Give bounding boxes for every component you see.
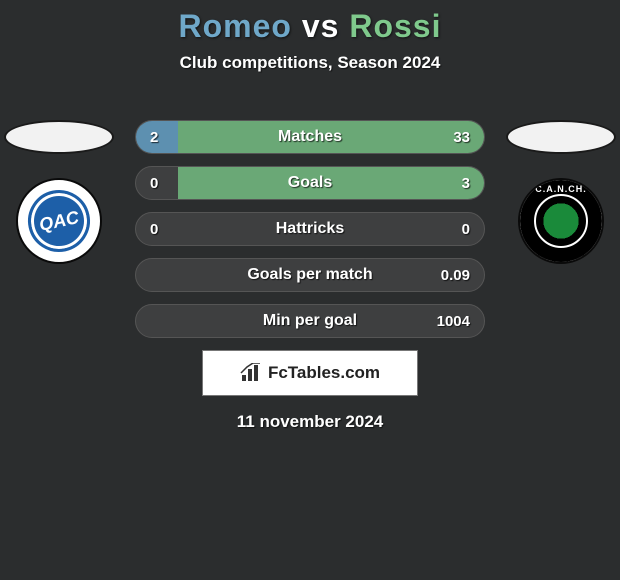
stat-label: Hattricks: [276, 220, 344, 238]
stat-value-right: 0: [462, 221, 470, 238]
stat-pill: 0.09 Goals per match: [135, 258, 485, 292]
stat-value-left: 2: [150, 129, 158, 146]
vs-separator: vs: [302, 8, 340, 44]
branding-badge[interactable]: FcTables.com: [202, 350, 418, 396]
subtitle: Club competitions, Season 2024: [0, 53, 620, 73]
player2-name: Rossi: [349, 8, 441, 44]
club-abbr-right: C.A.N.CH.: [520, 184, 602, 194]
stat-label: Goals: [288, 174, 332, 192]
stat-value-left: 0: [150, 221, 158, 238]
stat-value-right: 33: [453, 129, 470, 146]
stat-pill: 1004 Min per goal: [135, 304, 485, 338]
player1-name: Romeo: [179, 8, 292, 44]
club-abbr-left: QAC: [37, 207, 80, 236]
stat-row: 0 3 Goals: [135, 166, 485, 200]
country-flag-right: [506, 120, 616, 154]
right-player-column: C.A.N.CH.: [506, 120, 616, 264]
branding-text: FcTables.com: [268, 363, 380, 383]
country-flag-left: [4, 120, 114, 154]
stat-label: Min per goal: [263, 312, 357, 330]
bar-chart-icon: [240, 363, 262, 383]
left-player-column: QAC: [4, 120, 114, 264]
comparison-card: Romeo vs Rossi Club competitions, Season…: [0, 0, 620, 580]
stats-list: 2 33 Matches 0 3 Goals 0 0 Hattricks 0.09 Goals pe…: [135, 120, 485, 350]
page-title: Romeo vs Rossi: [0, 8, 620, 45]
stat-row: 1004 Min per goal: [135, 304, 485, 338]
stat-label: Goals per match: [247, 266, 372, 284]
stat-value-right: 0.09: [441, 267, 470, 284]
stat-value-left: 0: [150, 175, 158, 192]
stat-pill: 0 0 Hattricks: [135, 212, 485, 246]
stat-label: Matches: [278, 128, 342, 146]
date-label: 11 november 2024: [0, 412, 620, 432]
stat-pill: 2 33 Matches: [135, 120, 485, 154]
club-badge-left: QAC: [16, 178, 102, 264]
stat-value-right: 3: [462, 175, 470, 192]
stat-value-right: 1004: [437, 313, 470, 330]
club-badge-right-center: [534, 194, 588, 248]
club-badge-right-inner: C.A.N.CH.: [520, 178, 602, 264]
stat-row: 0.09 Goals per match: [135, 258, 485, 292]
stat-row: 0 0 Hattricks: [135, 212, 485, 246]
stat-pill: 0 3 Goals: [135, 166, 485, 200]
club-badge-left-inner: QAC: [22, 184, 96, 258]
club-badge-right: C.A.N.CH.: [518, 178, 604, 264]
stat-row: 2 33 Matches: [135, 120, 485, 154]
